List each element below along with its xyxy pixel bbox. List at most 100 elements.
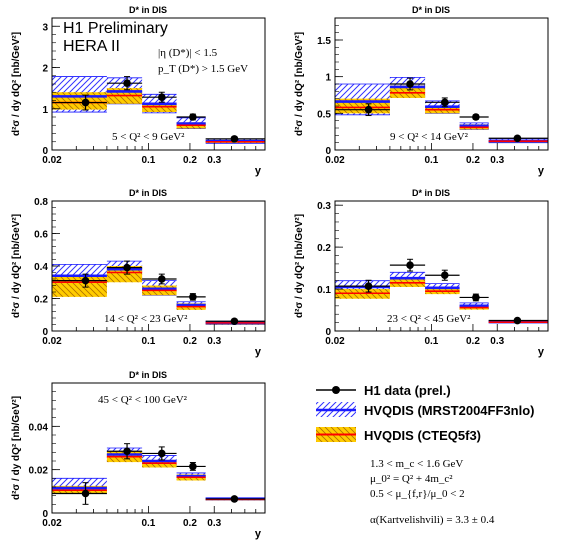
chart-title: D* in DIS	[129, 5, 167, 15]
legend-cteq-swatch	[316, 427, 356, 442]
data-point	[406, 261, 414, 269]
x-tick-label: 0.2	[466, 336, 480, 347]
y-tick-label: 0	[325, 327, 331, 338]
legend-param-mu0: μ_0² = Q² + 4m_c²	[370, 473, 453, 485]
y-tick-label: 3	[42, 22, 48, 33]
x-tick-label: 0.2	[183, 336, 197, 347]
y-axis-label: d²σ / dy dQ² [nb/GeV²]	[11, 32, 22, 136]
x-tick-label: 0.1	[424, 155, 438, 166]
y-tick-label: 0.4	[34, 262, 48, 273]
data-point	[230, 317, 239, 326]
cteq-band-hatch	[389, 85, 426, 98]
data-point	[123, 263, 131, 272]
data-point	[472, 293, 480, 302]
data-point	[157, 93, 166, 101]
data-point	[189, 462, 197, 471]
x-tick-label: 0.2	[183, 518, 197, 529]
q2-range-label: 5 < Q² < 9 GeV²	[112, 131, 185, 143]
x-tick-label: 0.3	[207, 336, 221, 347]
y-axis-label: d²σ / dy dQ² [nb/GeV²]	[11, 214, 22, 318]
x-tick-label: 0.1	[141, 518, 155, 529]
y-tick-label: 0.1	[317, 285, 331, 296]
cteq-band-hatch	[52, 275, 107, 297]
cut-eta: |η (D*)| < 1.5	[158, 47, 218, 59]
data-point	[81, 98, 90, 107]
y-tick-label: 0.2	[317, 243, 331, 254]
figure-subtitle: HERA II	[63, 38, 120, 55]
data-point	[189, 293, 197, 301]
y-tick-label: 0.02	[29, 466, 49, 477]
data-point	[123, 447, 131, 456]
data-point	[513, 134, 522, 143]
x-tick-label: 0.2	[183, 155, 197, 166]
data-point	[157, 275, 166, 283]
chart-panel-3: D* in DIS 0.02 0.1 0.2 0.3 0 0.2 0.4 0.6 0.8 y d²σ …	[11, 188, 266, 358]
data-point	[472, 113, 480, 121]
x-tick-label: 0.02	[325, 336, 345, 347]
y-tick-label: 0.6	[34, 230, 48, 241]
x-tick-label: 0.3	[207, 155, 221, 166]
x-tick-label: 0.1	[141, 155, 155, 166]
y-tick-label: 0	[325, 146, 331, 157]
x-axis-label: y	[255, 528, 262, 540]
legend-param-mass: 1.3 < m_c < 1.6 GeV	[370, 458, 463, 470]
x-tick-label: 0.1	[141, 336, 155, 347]
y-tick-label: 1	[325, 73, 331, 84]
y-tick-label: 0.3	[317, 201, 331, 212]
x-tick-label: 0.02	[42, 155, 62, 166]
q2-range-label: 14 < Q² < 23 GeV²	[104, 313, 188, 325]
data-point	[81, 489, 90, 498]
panels: D* in DIS 0.02 0.1 0.2 0.3 0 1 2 3 y d²σ / dy dQ² …	[11, 5, 549, 540]
x-axis-label: y	[255, 346, 262, 358]
y-tick-label: 0	[42, 146, 48, 157]
x-axis-label: y	[538, 165, 545, 177]
y-tick-label: 0	[42, 509, 48, 520]
x-tick-label: 0.02	[325, 155, 345, 166]
legend-data-marker	[316, 386, 356, 394]
q2-range-label: 23 < Q² < 45 GeV²	[387, 313, 471, 325]
legend-param-mufr: 0.5 < μ_{f,r}/μ_0 < 2	[370, 488, 465, 500]
x-tick-label: 0.3	[490, 155, 504, 166]
q2-range-label: 9 < Q² < 14 GeV²	[390, 131, 469, 143]
chart-title: D* in DIS	[129, 188, 167, 198]
data-point	[364, 105, 373, 114]
data-point	[230, 135, 239, 143]
x-tick-label: 0.1	[424, 336, 438, 347]
x-tick-label: 0.02	[42, 518, 62, 529]
legend-data-label: H1 data (prel.)	[364, 383, 451, 398]
data-point	[513, 316, 522, 325]
y-tick-label: 0.04	[29, 422, 49, 433]
chart-title: D* in DIS	[412, 188, 450, 198]
chart-panel-4: D* in DIS 0.02 0.1 0.2 0.3 0 0.1 0.2 0.3 y d²σ / d…	[294, 188, 549, 358]
x-tick-label: 0.3	[207, 518, 221, 529]
y-axis-label: d²σ / dy dQ² [nb/GeV²]	[294, 214, 305, 318]
chart-title: D* in DIS	[412, 5, 450, 15]
data-point	[440, 271, 449, 280]
y-axis-label: d²σ / dy dQ² [nb/GeV²]	[11, 396, 22, 500]
legend-mrst-label: HVQDIS (MRST2004FF3nlo)	[364, 403, 534, 418]
y-tick-label: 2	[42, 64, 48, 75]
figure-title: H1 Preliminary	[63, 20, 168, 37]
x-tick-label: 0.3	[490, 336, 504, 347]
y-tick-label: 0	[42, 327, 48, 338]
data-point	[157, 449, 166, 458]
data-point	[81, 276, 90, 285]
chart-title: D* in DIS	[129, 370, 167, 380]
x-axis-label: y	[255, 165, 262, 177]
y-tick-label: 0.5	[317, 109, 331, 120]
x-tick-label: 0.2	[466, 155, 480, 166]
data-point	[230, 495, 239, 503]
y-tick-label: 1	[42, 105, 48, 116]
data-point	[364, 282, 373, 290]
data-point	[406, 80, 414, 88]
legend: H1 data (prel.) HVQDIS (MRST2004FF3nlo) …	[316, 383, 534, 526]
chart-panel-2: D* in DIS 0.02 0.1 0.2 0.3 0 0.5 1 1.5 y d²σ / dy …	[294, 5, 549, 177]
y-tick-label: 1.5	[317, 36, 331, 47]
cteq-band-hatch	[52, 92, 107, 110]
plot-frame	[334, 200, 549, 332]
legend-param-alpha: α(Kartvelishvili) = 3.3 ± 0.4	[370, 514, 495, 526]
data-point	[123, 79, 131, 87]
plot-frame	[51, 382, 266, 514]
legend-cteq-label: HVQDIS (CTEQ5f3)	[364, 428, 481, 443]
